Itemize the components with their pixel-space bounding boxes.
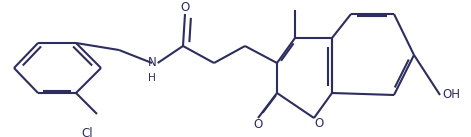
Text: O: O (253, 118, 263, 131)
Text: Cl: Cl (81, 127, 93, 137)
Text: H: H (148, 73, 156, 83)
Text: N: N (147, 56, 156, 69)
Text: OH: OH (442, 89, 460, 102)
Text: O: O (180, 1, 190, 14)
Text: O: O (314, 117, 323, 130)
